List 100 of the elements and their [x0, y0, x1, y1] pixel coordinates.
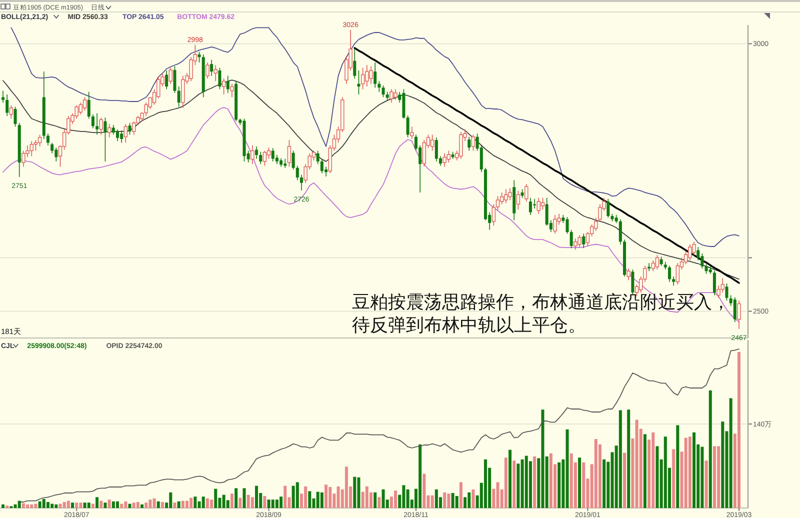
bar [46, 502, 50, 508]
candlestick [533, 198, 536, 209]
bar [194, 496, 197, 508]
bar [128, 504, 132, 508]
candlestick [733, 296, 736, 322]
bar [533, 456, 536, 508]
candlestick [446, 150, 451, 163]
bar [382, 489, 385, 508]
candlestick [50, 142, 54, 154]
candlestick [688, 244, 692, 261]
candlestick [528, 197, 532, 216]
candlestick [406, 115, 410, 138]
bar [96, 497, 99, 508]
bar [34, 504, 38, 508]
bar [271, 500, 274, 508]
candlestick [74, 104, 78, 120]
candlestick [618, 218, 622, 245]
bar [594, 439, 598, 508]
candlestick [287, 140, 292, 168]
bar [173, 502, 176, 508]
candlestick [168, 67, 172, 84]
bar [222, 494, 226, 508]
bar [558, 462, 561, 508]
bar [406, 489, 410, 508]
bar [169, 492, 172, 508]
candlestick [181, 75, 185, 108]
candlestick [6, 94, 9, 116]
candlestick [500, 192, 504, 205]
line-series [10, 27, 740, 247]
candlestick [271, 148, 274, 162]
bar [508, 450, 512, 508]
bar [26, 504, 30, 508]
bar [443, 492, 446, 508]
candlestick [516, 190, 520, 210]
bar [42, 499, 46, 508]
candlestick [676, 262, 680, 285]
bar [308, 491, 312, 508]
candlestick [394, 88, 398, 100]
bar [124, 501, 128, 508]
candlestick [78, 102, 83, 115]
candlestick [206, 62, 210, 79]
bar [402, 485, 406, 508]
candlestick [54, 147, 58, 162]
bar [104, 502, 107, 508]
candlestick [606, 198, 610, 218]
bar [512, 460, 516, 508]
bar [700, 446, 704, 508]
candlestick [259, 151, 262, 165]
bar [186, 500, 188, 508]
bar [676, 425, 680, 508]
bar [79, 502, 82, 508]
candlestick [651, 260, 655, 272]
candlestick [120, 130, 124, 144]
bar [250, 497, 254, 508]
bar [22, 503, 25, 508]
bar [717, 446, 720, 508]
candlestick [226, 75, 230, 94]
bar [160, 502, 164, 508]
candlestick [524, 184, 528, 202]
candlestick [545, 197, 548, 226]
bar [582, 462, 586, 508]
candlestick [124, 124, 128, 144]
bar [643, 434, 646, 508]
bar [394, 490, 398, 508]
line-series [354, 47, 740, 284]
bar [284, 486, 287, 508]
bar [230, 494, 234, 508]
bar [30, 504, 34, 508]
bar [263, 496, 266, 508]
bar [652, 432, 655, 508]
candlestick [262, 150, 267, 166]
candlestick [382, 85, 385, 98]
candlestick [704, 264, 708, 274]
candlestick [357, 70, 360, 95]
bar [177, 501, 180, 508]
candlestick [570, 230, 573, 249]
bar [320, 492, 324, 508]
bar [712, 446, 716, 508]
candlestick [222, 78, 226, 95]
candlestick [655, 254, 660, 270]
candlestick [504, 188, 508, 204]
bar [112, 501, 115, 508]
candlestick [712, 270, 716, 296]
candlestick [87, 91, 90, 120]
bar [71, 502, 74, 508]
candlestick [2, 90, 4, 103]
bar [234, 488, 238, 508]
candlestick [553, 214, 557, 234]
bar [623, 452, 626, 508]
candlestick [369, 66, 373, 84]
candlestick [684, 250, 688, 265]
bar [116, 501, 119, 508]
candlestick [14, 106, 17, 128]
bar [496, 482, 500, 508]
bar [316, 492, 320, 508]
candlestick [107, 124, 112, 138]
bar [136, 502, 140, 508]
candlestick [660, 256, 663, 266]
bar [238, 498, 242, 508]
bar [472, 489, 475, 508]
